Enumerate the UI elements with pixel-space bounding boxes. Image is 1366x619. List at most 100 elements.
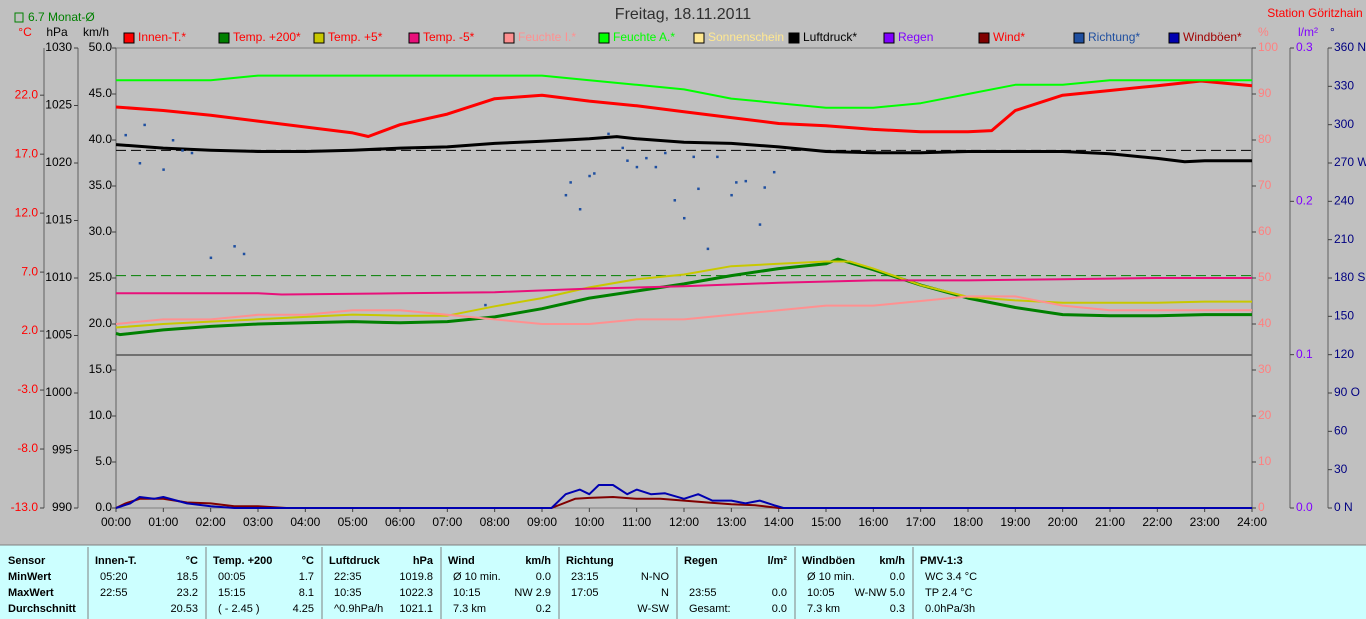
series-line [115,484,1252,509]
x-tick-label: 13:00 [716,515,746,529]
x-tick-label: 05:00 [338,515,368,529]
x-tick-label: 15:00 [811,515,841,529]
column-unit: km/h [525,555,551,567]
cell: 22:35 [334,571,362,583]
y-tick-label: 0.3 [1296,40,1313,54]
direction-point [569,181,572,184]
y-tick-label: 210 [1334,232,1354,246]
column-unit: °C [302,555,314,567]
series-line [115,260,1252,329]
y-tick-label: 45.0 [89,86,113,100]
x-tick-label: 09:00 [527,515,557,529]
x-tick-label: 06:00 [385,515,415,529]
direction-point [654,165,658,169]
month-average: 6.7 Monat-Ø [28,10,95,24]
x-tick-label: 10:00 [574,515,604,529]
cell: 1.7 [299,571,314,583]
column-header: Temp. +200 [213,555,272,567]
cell: 1021.1 [399,603,433,615]
y-tick-label: 1030 [45,40,72,54]
cell: 4.25 [293,603,314,615]
y-tick-label: 180 S [1334,270,1365,284]
cell: W-NW 5.0 [854,587,905,599]
x-tick-label: 14:00 [764,515,794,529]
x-tick-label: 19:00 [1000,515,1030,529]
direction-point [697,187,700,191]
y-tick-label: 1000 [45,385,72,399]
direction-point [730,193,733,197]
y-tick-label: 120 [1334,347,1354,361]
x-tick-label: 18:00 [953,515,983,529]
cell: 20.53 [170,603,198,615]
legend-swatch [978,32,990,44]
cell: NW 2.9 [514,587,551,599]
axis-title: l/m² [1298,25,1318,39]
direction-point [593,172,596,175]
legend-swatch [788,32,800,44]
legend-swatch [1073,32,1085,44]
y-tick-label: 60 [1334,424,1348,438]
cell: 10:15 [453,587,481,599]
direction-point [621,146,624,150]
column-header: Innen-T. [95,555,137,567]
y-tick-label: 0 N [1334,500,1353,514]
direction-point [626,159,629,162]
column-header: Regen [684,555,718,567]
column-header: Wind [448,555,475,567]
axis-title: % [1258,25,1269,39]
direction-point [233,245,236,248]
legend-label: Sonnenschein [708,30,784,44]
legend-swatch [883,32,895,44]
direction-point [209,256,213,260]
series-line [115,79,1253,138]
direction-point [763,186,766,189]
legend-icon [14,12,24,23]
cell: ( - 2.45 ) [218,603,260,615]
legend-label: Feuchte A.* [613,30,675,44]
direction-point [171,139,175,142]
cell: 1022.3 [399,587,433,599]
series-line [115,135,1252,164]
direction-point [744,179,748,183]
direction-point [124,133,127,137]
x-tick-label: 12:00 [669,515,699,529]
y-tick-label: 35.0 [89,178,113,192]
chart-title: Freitag, 18.11.2011 [615,6,751,23]
cell: 8.1 [299,587,314,599]
direction-point [190,151,194,155]
direction-point [758,223,762,226]
column-header: PMV-1:3 [920,555,963,567]
y-tick-label: 0 [1258,500,1265,514]
cell: 17:05 [571,587,599,599]
direction-point [772,170,776,174]
legend-swatch [693,32,705,44]
cell: 0.2 [536,603,551,615]
cell: Ø 10 min. [807,571,855,583]
y-tick-label: 25.0 [89,270,113,284]
cell: Ø 10 min. [453,571,501,583]
column-unit: hPa [413,555,434,567]
y-tick-label: 360 N [1334,40,1366,54]
legend-label: Windböen* [1183,30,1242,44]
axis-title: °C [18,25,32,39]
direction-point [564,193,568,197]
legend-label: Temp. +200* [233,30,301,44]
column-unit: km/h [879,555,905,567]
column-unit: °C [186,555,198,567]
legend-swatch [313,32,325,44]
y-tick-label: 990 [52,500,72,514]
direction-point [484,303,487,307]
row-label: Durchschnitt [8,603,76,615]
cell: 0.0hPa/3h [925,603,975,615]
legend-label: Richtung* [1088,30,1140,44]
x-tick-label: 04:00 [290,515,320,529]
legend-swatch [598,32,610,44]
y-tick-label: 30.0 [89,224,113,238]
cell: 0.0 [772,587,787,599]
direction-point [138,162,142,165]
x-tick-label: 08:00 [480,515,510,529]
direction-point [735,181,738,184]
direction-point [716,155,719,159]
x-tick-label: 00:00 [101,515,131,529]
cell: 0.0 [890,571,905,583]
